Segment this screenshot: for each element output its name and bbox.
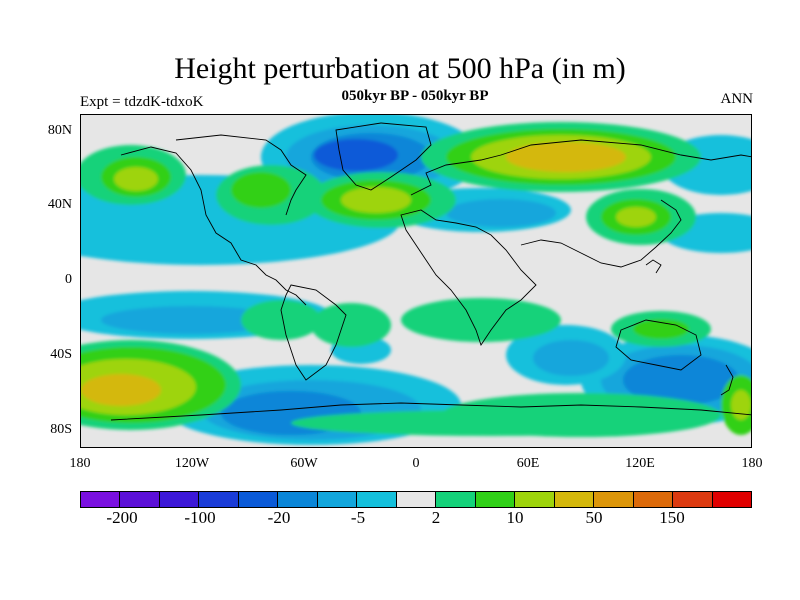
colorbar-label: 150 <box>659 508 685 527</box>
colorbar-swatch <box>594 492 634 507</box>
anomaly-south-pacific-high <box>81 340 241 430</box>
anomaly-east-asia-high <box>586 189 696 245</box>
colorbar-swatch <box>199 492 239 507</box>
colorbar-swatch <box>475 492 516 507</box>
colorbar-swatch <box>712 492 751 507</box>
lon-label-0: 0 <box>412 456 420 471</box>
lat-label-40n: 40N <box>47 197 72 212</box>
colorbar-swatch <box>159 492 200 507</box>
lon-label-120e: 120E <box>625 456 655 471</box>
colorbar-label: 2 <box>431 508 441 527</box>
lon-label-60w: 60W <box>290 456 318 471</box>
colorbar <box>80 491 752 508</box>
plot-title: Height perturbation at 500 hPa (in m) <box>174 52 626 85</box>
experiment-label: Expt = tdzdK-tdxoK <box>80 94 204 110</box>
lat-label-equator: 0 <box>65 272 72 287</box>
colorbar-swatch <box>120 492 160 507</box>
colorbar-swatch <box>317 492 358 507</box>
colorbar-swatch <box>278 492 318 507</box>
colorbar-swatch <box>633 492 674 507</box>
plot-subtitle: 050kyr BP - 050kyr BP <box>341 88 489 104</box>
colorbar-swatch <box>238 492 279 507</box>
colorbar-swatch <box>396 492 437 507</box>
colorbar-swatch <box>357 492 397 507</box>
colorbar-label: -100 <box>184 508 216 527</box>
colorbar-label: -200 <box>106 508 138 527</box>
anomaly-southern-highs <box>241 298 751 437</box>
lat-label-80s: 80S <box>50 422 72 437</box>
colorbar-label: -20 <box>267 508 291 527</box>
lat-label-80n: 80N <box>47 123 72 138</box>
season-label: ANN <box>720 91 754 107</box>
lon-label-180w: 180 <box>69 456 91 471</box>
height-perturbation-map <box>81 115 751 445</box>
anomaly-eurasia-high <box>421 122 701 192</box>
lon-label-60e: 60E <box>516 456 540 471</box>
map-panel <box>80 114 752 448</box>
coastlines <box>110 122 751 421</box>
colorbar-label: -5 <box>350 508 366 527</box>
anomaly-mid-atlantic-high <box>306 172 456 228</box>
lon-label-120w: 120W <box>174 456 210 471</box>
colorbar-swatch <box>673 492 713 507</box>
colorbar-swatch <box>515 492 555 507</box>
colorbar-label: 50 <box>585 508 603 527</box>
anomaly-north-america-high <box>216 165 326 225</box>
colorbar-swatch <box>554 492 595 507</box>
lon-label-180e: 180 <box>741 456 763 471</box>
lat-label-40s: 40S <box>50 347 72 362</box>
colorbar-swatch <box>436 492 476 507</box>
anomaly-north-pacific-high <box>81 145 186 205</box>
colorbar-label: 10 <box>506 508 524 527</box>
colorbar-swatch <box>81 492 121 507</box>
